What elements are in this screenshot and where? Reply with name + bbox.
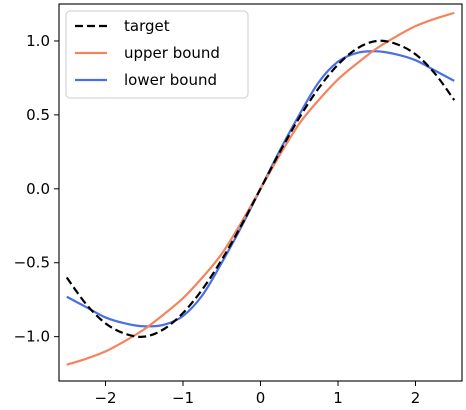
y-tick-label: 1.0 (26, 32, 50, 50)
x-tick-label: 0 (256, 389, 266, 407)
x-tick-label: −2 (94, 389, 116, 407)
legend-label-target: target (124, 17, 170, 35)
series-line-target (65, 39, 456, 338)
y-tick-label: −1.0 (14, 328, 50, 346)
x-tick-label: 2 (411, 389, 421, 407)
legend: target upper bound lower bound (65, 10, 249, 99)
y-axis-ticks: −1.0 −0.5 0.0 0.5 1.0 (14, 32, 59, 346)
plot-frame (58, 3, 463, 382)
series-layer (65, 11, 456, 366)
legend-box (65, 10, 249, 99)
x-tick-label: 1 (333, 389, 343, 407)
legend-label-upper-bound: upper bound (124, 44, 220, 62)
y-tick-label: 0.0 (26, 180, 50, 198)
legend-label-lower-bound: lower bound (124, 71, 217, 89)
y-tick-label: −0.5 (14, 254, 50, 272)
y-tick-label: 0.5 (26, 106, 50, 124)
x-axis-ticks: −2 −1 0 1 2 (94, 381, 420, 407)
x-tick-label: −1 (172, 389, 194, 407)
